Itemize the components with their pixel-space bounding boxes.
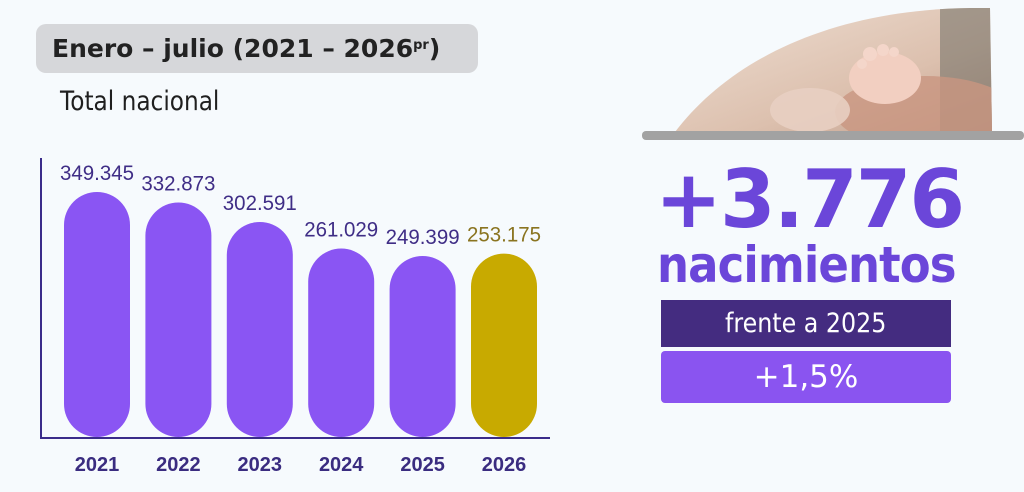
bar-2025	[389, 256, 456, 437]
chart-title: Enero – julio (2021 – 2026	[52, 34, 414, 63]
value-label-2021: 349.345	[60, 162, 134, 185]
value-label-2026: 253.175	[467, 224, 541, 247]
value-label-2023: 302.591	[223, 192, 297, 215]
percent-text: +1,5%	[753, 359, 859, 395]
births-label: nacimientos	[657, 236, 957, 294]
value-label-2022: 332.873	[141, 173, 215, 196]
bar-2022	[145, 202, 212, 437]
bar-chart: 349.345 2021 332.873 2022 302.591 2023 261.029…	[40, 158, 550, 476]
x-tick-2023: 2023	[238, 454, 283, 476]
x-tick-2024: 2024	[319, 454, 364, 476]
baby-feet-photo	[642, 8, 1024, 140]
x-tick-2025: 2025	[400, 454, 445, 476]
comparison-text: frente a 2025	[725, 308, 887, 339]
value-label-2024: 261.029	[304, 219, 378, 242]
bar-2026	[471, 253, 537, 437]
percent-box: +1,5%	[661, 351, 951, 403]
comparison-box: frente a 2025	[661, 300, 951, 347]
x-tick-2026: 2026	[482, 454, 527, 476]
x-tick-2022: 2022	[156, 454, 201, 476]
value-label-2025: 249.399	[386, 226, 460, 249]
births-difference: +3.776	[655, 153, 965, 246]
title-pill: Enero – julio (2021 – 2026 pr)	[36, 24, 478, 73]
x-tick-2021: 2021	[75, 454, 120, 476]
title-close: )	[428, 34, 441, 63]
bar-2021	[64, 192, 130, 437]
title-superscript: pr	[413, 38, 429, 53]
bar-2023	[226, 221, 293, 437]
bar-2024	[308, 248, 375, 437]
chart-subtitle: Total nacional	[60, 86, 220, 117]
